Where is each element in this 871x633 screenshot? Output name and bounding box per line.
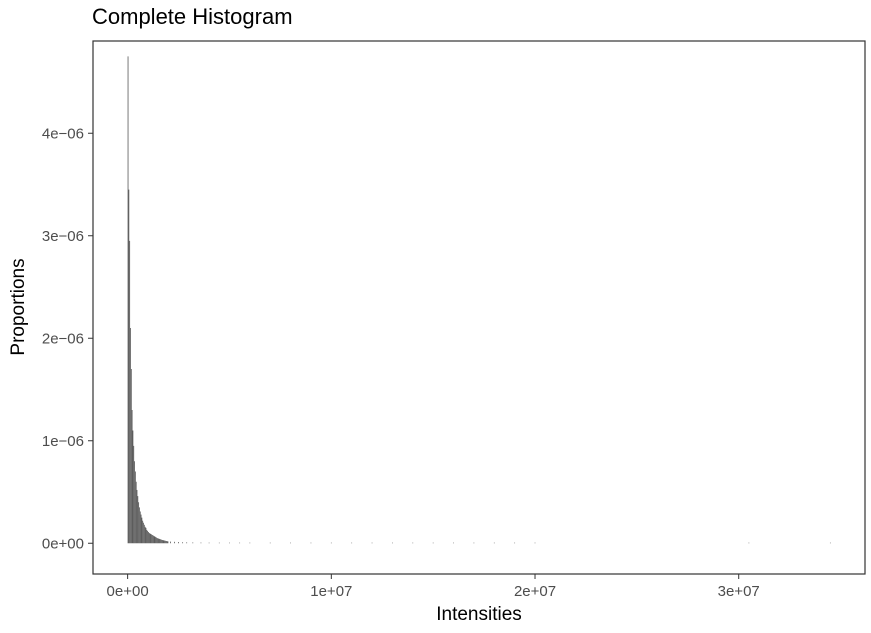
histogram-bar [829, 542, 831, 544]
histogram-bar [134, 471, 136, 544]
histogram-bar [351, 542, 353, 544]
histogram-bar [473, 542, 475, 544]
y-tick-label: 2e−06 [42, 330, 84, 347]
histogram-bar [157, 538, 159, 544]
histogram-bar [165, 541, 167, 544]
histogram-bar [151, 534, 153, 544]
histogram-bar [453, 542, 454, 544]
histogram-bar [330, 542, 332, 544]
y-tick-label: 4e−06 [42, 125, 84, 142]
histogram-bar [139, 511, 141, 544]
histogram-bar [148, 533, 150, 544]
histogram-bar [140, 514, 142, 544]
y-axis-title: Proportions [8, 258, 29, 355]
histogram-bar [290, 542, 291, 544]
histogram-bar [142, 520, 144, 544]
histogram-bar [155, 537, 157, 544]
histogram-bar [165, 540, 166, 544]
histogram-bar [131, 410, 133, 544]
histogram-bar [167, 541, 169, 544]
chart-title: Complete Histogram [92, 4, 293, 29]
histogram-bar [141, 517, 143, 544]
histogram-bar [154, 536, 156, 544]
histogram-bar [149, 533, 151, 544]
histogram-bar [137, 496, 139, 544]
histogram-bar [130, 369, 132, 544]
histogram-bar [132, 430, 134, 544]
histogram-bar [159, 539, 161, 544]
y-axis: 0e+00 1e−06 2e−06 3e−06 4e−06 [42, 125, 93, 552]
histogram-bar [174, 541, 175, 544]
histogram-bar [200, 542, 202, 544]
histogram-bar [163, 540, 165, 544]
histogram-bar [208, 542, 210, 544]
histogram-bar [145, 527, 147, 544]
histogram-bar [153, 536, 155, 544]
histogram-bar [748, 542, 750, 544]
histogram-bar [182, 542, 184, 544]
histogram-bar [514, 542, 516, 544]
histogram-bar [162, 540, 164, 544]
histogram-bar [156, 537, 157, 544]
histogram-bar [158, 538, 160, 544]
histogram-bar [269, 542, 271, 544]
histogram-bar [534, 542, 536, 544]
histogram-bar [186, 542, 188, 544]
histogram-bar [493, 542, 495, 544]
histogram-bar [130, 328, 131, 544]
histogram-bar [152, 535, 153, 544]
histogram-bar [239, 542, 241, 544]
histogram-bar [138, 502, 140, 544]
histogram-bar [166, 541, 168, 544]
histogram-bar [133, 445, 135, 544]
histogram-bar [371, 542, 373, 544]
histogram-bar [134, 461, 135, 544]
histogram-bar [143, 524, 145, 544]
x-tick-label: 2e+07 [514, 583, 556, 600]
histogram-bar [152, 535, 154, 544]
histogram-bar [170, 541, 171, 544]
histogram-bar [229, 542, 230, 544]
histogram-bars [127, 56, 831, 544]
histogram-bar [412, 542, 414, 544]
histogram-bar [164, 540, 166, 544]
histogram-bar [156, 538, 158, 544]
plot-panel [92, 40, 866, 575]
y-tick-label: 1e−06 [42, 433, 84, 450]
y-tick-label: 3e−06 [42, 228, 84, 245]
x-axis-title: Intensities [436, 604, 522, 625]
histogram-bar [161, 539, 163, 544]
histogram-bar [144, 526, 146, 544]
histogram-bar [147, 530, 148, 544]
x-tick-label: 3e+07 [718, 583, 760, 600]
histogram-bar [249, 542, 251, 544]
histogram-bar [139, 507, 140, 544]
histogram-bar [146, 529, 148, 544]
x-tick-label: 0e+00 [107, 583, 149, 600]
histogram-bar [136, 489, 138, 544]
histogram-bar [129, 240, 131, 544]
histogram-bar [178, 542, 179, 544]
histogram-bar [150, 534, 152, 544]
histogram-bar [160, 539, 162, 544]
histogram-bar [135, 481, 137, 544]
histogram-bar [432, 542, 434, 544]
histogram-bar [392, 542, 393, 544]
x-tick-label: 1e+07 [310, 583, 352, 600]
histogram-bar [128, 189, 130, 544]
y-tick-label: 0e+00 [42, 535, 84, 552]
histogram-bar [148, 531, 149, 544]
histogram-bar [218, 542, 220, 544]
histogram-bar [161, 539, 162, 544]
histogram-bar [310, 542, 312, 544]
histogram-bar [127, 56, 129, 544]
histogram-bar [192, 542, 194, 544]
histogram-bar [143, 522, 144, 544]
x-axis: 0e+00 1e+07 2e+07 3e+07 [107, 574, 760, 600]
